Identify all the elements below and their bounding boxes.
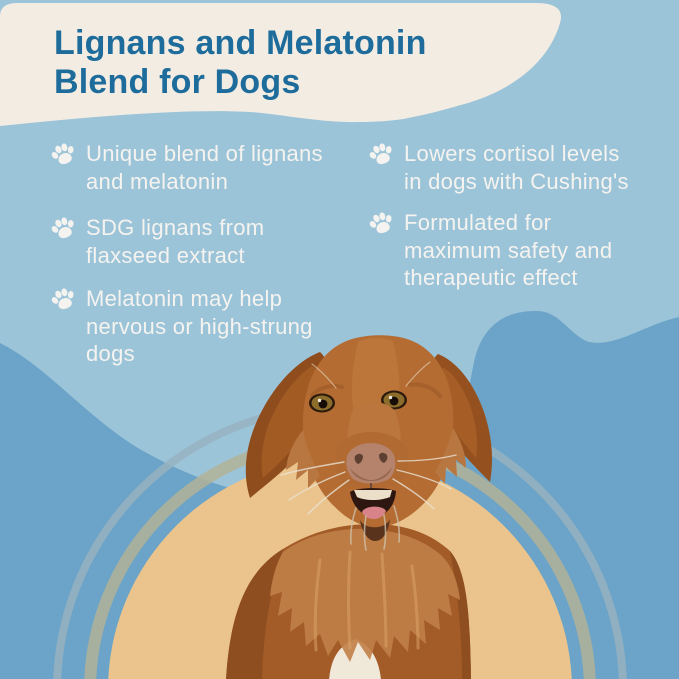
paw-icon xyxy=(368,210,395,237)
paw-icon xyxy=(50,141,77,168)
benefit-text: Lowers cortisol levels in dogs with Cush… xyxy=(404,141,629,194)
benefit-item-formulated-safety: Formulated for maximum safety and therap… xyxy=(368,209,668,292)
benefit-item-sdg-lignans: SDG lignans from flaxseed extract xyxy=(50,214,350,269)
paw-icon xyxy=(50,286,77,313)
page-title: Lignans and Melatonin Blend for Dogs xyxy=(54,24,427,101)
benefit-item-melatonin-help: Melatonin may help nervous or high-strun… xyxy=(50,285,350,368)
benefit-text: Unique blend of lignans and melatonin xyxy=(86,141,323,194)
benefit-text: Formulated for maximum safety and therap… xyxy=(404,210,613,290)
dog-image xyxy=(226,335,492,679)
benefit-item-lowers-cortisol: Lowers cortisol levels in dogs with Cush… xyxy=(368,140,668,195)
benefit-text: Melatonin may help nervous or high-strun… xyxy=(86,286,313,366)
header-curve xyxy=(0,3,561,126)
benefit-text: SDG lignans from flaxseed extract xyxy=(86,215,265,268)
paw-icon xyxy=(50,215,77,242)
paw-icon xyxy=(368,141,395,168)
benefit-item-unique-blend: Unique blend of lignans and melatonin xyxy=(50,140,350,195)
